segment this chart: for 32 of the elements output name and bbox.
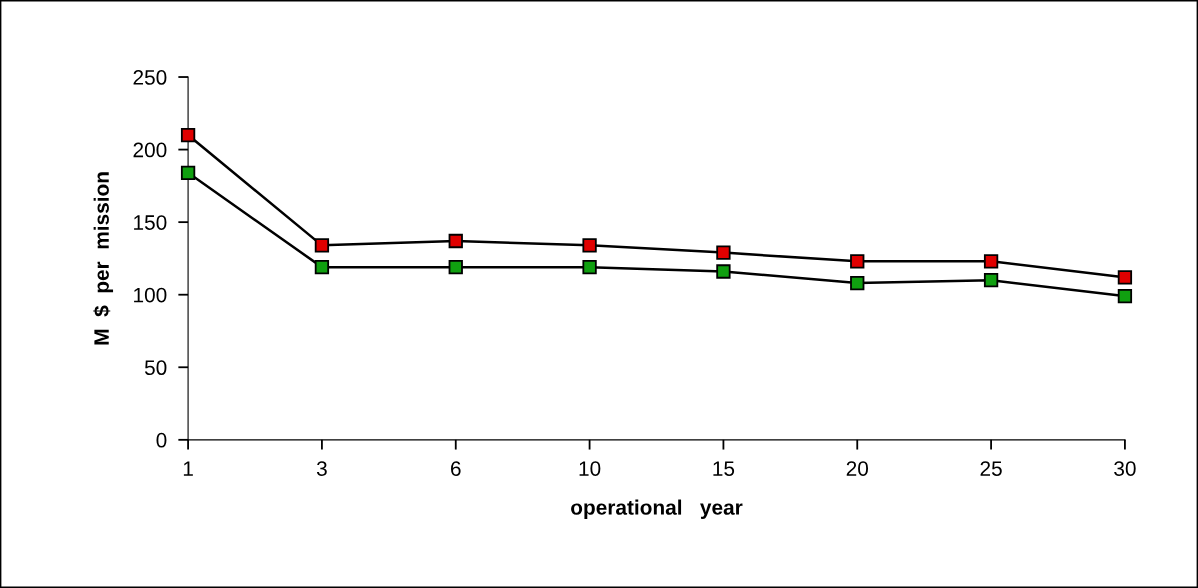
x-tick-label: 30 xyxy=(1114,461,1136,476)
point xyxy=(983,273,999,288)
point xyxy=(716,264,731,279)
y-tick-label: 100 xyxy=(134,287,167,303)
point xyxy=(180,127,196,143)
point xyxy=(582,238,597,253)
y-axis-title: M $ per mission xyxy=(93,172,114,345)
point xyxy=(1117,270,1133,285)
point xyxy=(716,245,731,260)
x-tick-label: 15 xyxy=(713,461,735,476)
point xyxy=(983,254,999,269)
point xyxy=(448,233,463,249)
point xyxy=(1117,289,1133,304)
x-tick-label: 20 xyxy=(846,461,869,476)
point xyxy=(582,259,597,275)
point xyxy=(850,254,865,269)
x-tick-label: 3 xyxy=(316,461,327,476)
x-axis-title: operational year xyxy=(571,499,743,519)
y-tick-label: 50 xyxy=(144,360,167,376)
point xyxy=(180,165,196,180)
point xyxy=(850,275,865,291)
y-tick-label: 200 xyxy=(133,142,167,158)
x-tick-label: 10 xyxy=(579,461,601,476)
point xyxy=(314,259,330,275)
y-tick-label: 0 xyxy=(156,432,167,448)
y-tick-label: 150 xyxy=(134,215,167,230)
x-tick-label: 6 xyxy=(451,461,461,476)
y-tick-label: 250 xyxy=(133,70,167,85)
point xyxy=(314,238,330,253)
x-tick-label: 25 xyxy=(980,461,1002,476)
x-tick-label: 1 xyxy=(183,461,193,476)
point xyxy=(448,259,463,275)
